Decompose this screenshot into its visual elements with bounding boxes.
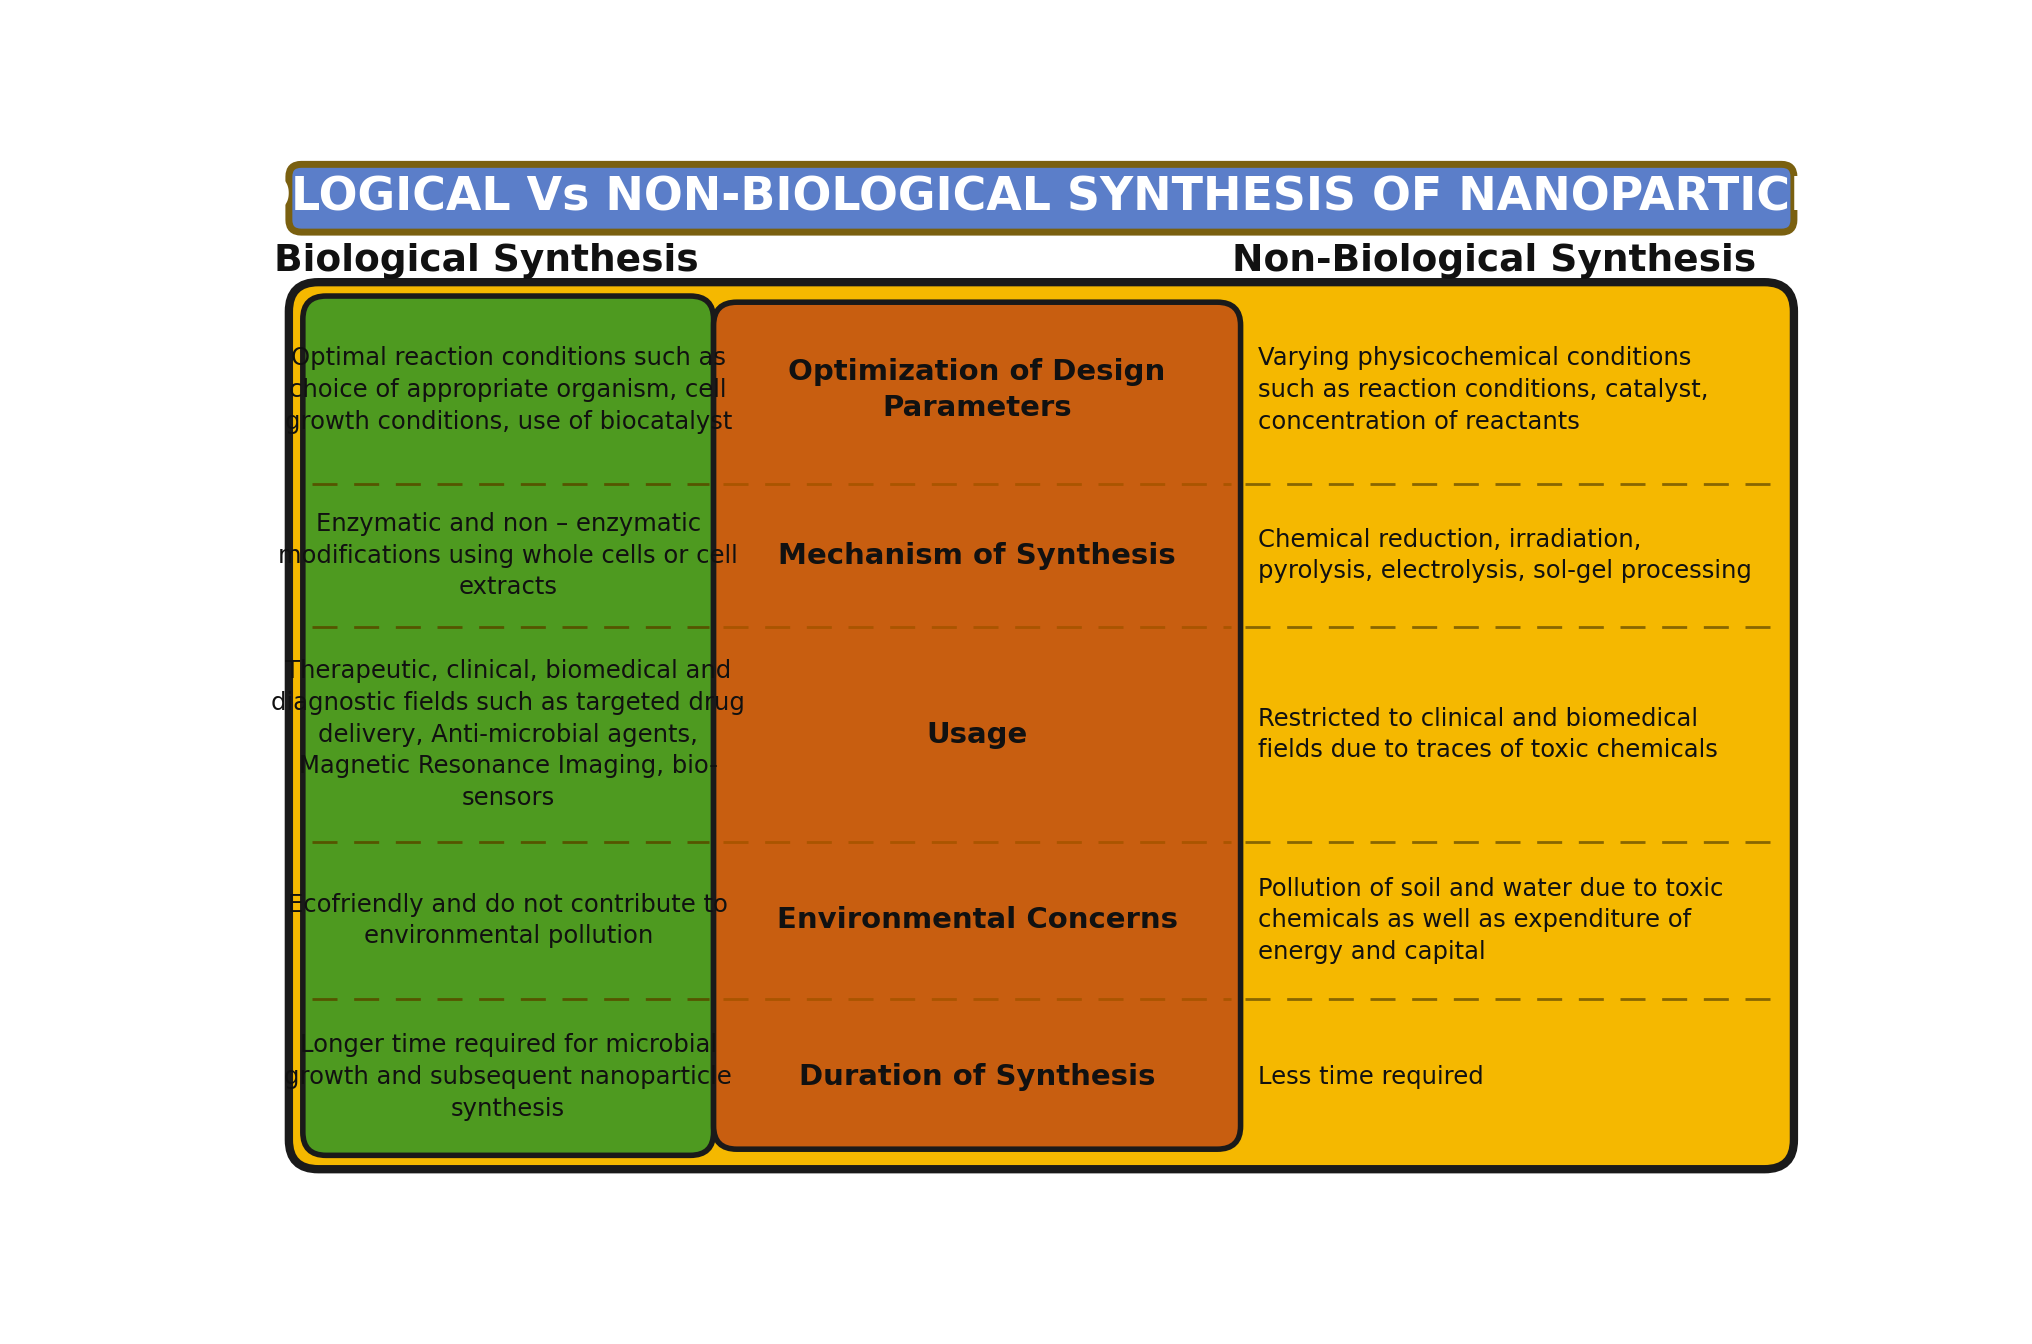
Text: Pollution of soil and water due to toxic
chemicals as well as expenditure of
ene: Pollution of soil and water due to toxic… <box>1258 876 1723 964</box>
Text: Enzymatic and non – enzymatic
modifications using whole cells or cell
extracts: Enzymatic and non – enzymatic modificati… <box>278 512 738 599</box>
Text: Longer time required for microbial
growth and subsequent nanoparticle
synthesis: Longer time required for microbial growt… <box>284 1034 732 1121</box>
FancyBboxPatch shape <box>289 164 1794 233</box>
Text: Restricted to clinical and biomedical
fields due to traces of toxic chemicals: Restricted to clinical and biomedical fi… <box>1258 707 1717 762</box>
Text: Varying physicochemical conditions
such as reaction conditions, catalyst,
concen: Varying physicochemical conditions such … <box>1258 347 1709 434</box>
Text: BIOLOGICAL Vs NON-BIOLOGICAL SYNTHESIS OF NANOPARTICLES: BIOLOGICAL Vs NON-BIOLOGICAL SYNTHESIS O… <box>199 176 1884 220</box>
Text: Non-Biological Synthesis: Non-Biological Synthesis <box>1231 243 1756 278</box>
Text: Duration of Synthesis: Duration of Synthesis <box>799 1063 1156 1091</box>
Text: Chemical reduction, irradiation,
pyrolysis, electrolysis, sol-gel processing: Chemical reduction, irradiation, pyrolys… <box>1258 528 1752 583</box>
Text: Optimization of Design
Parameters: Optimization of Design Parameters <box>788 358 1166 422</box>
Text: Usage: Usage <box>927 720 1028 749</box>
Text: Mechanism of Synthesis: Mechanism of Synthesis <box>778 542 1177 570</box>
Text: Ecofriendly and do not contribute to
environmental pollution: Ecofriendly and do not contribute to env… <box>289 892 727 948</box>
FancyBboxPatch shape <box>289 282 1794 1169</box>
FancyBboxPatch shape <box>303 296 713 1156</box>
Text: Less time required: Less time required <box>1258 1064 1483 1089</box>
Text: Optimal reaction conditions such as
choice of appropriate organism, cell
growth : Optimal reaction conditions such as choi… <box>284 347 732 434</box>
FancyBboxPatch shape <box>713 302 1242 1149</box>
Text: Biological Synthesis: Biological Synthesis <box>274 243 699 278</box>
Text: Environmental Concerns: Environmental Concerns <box>776 906 1179 934</box>
Text: Therapeutic, clinical, biomedical and
diagnostic fields such as targeted drug
de: Therapeutic, clinical, biomedical and di… <box>270 660 746 810</box>
